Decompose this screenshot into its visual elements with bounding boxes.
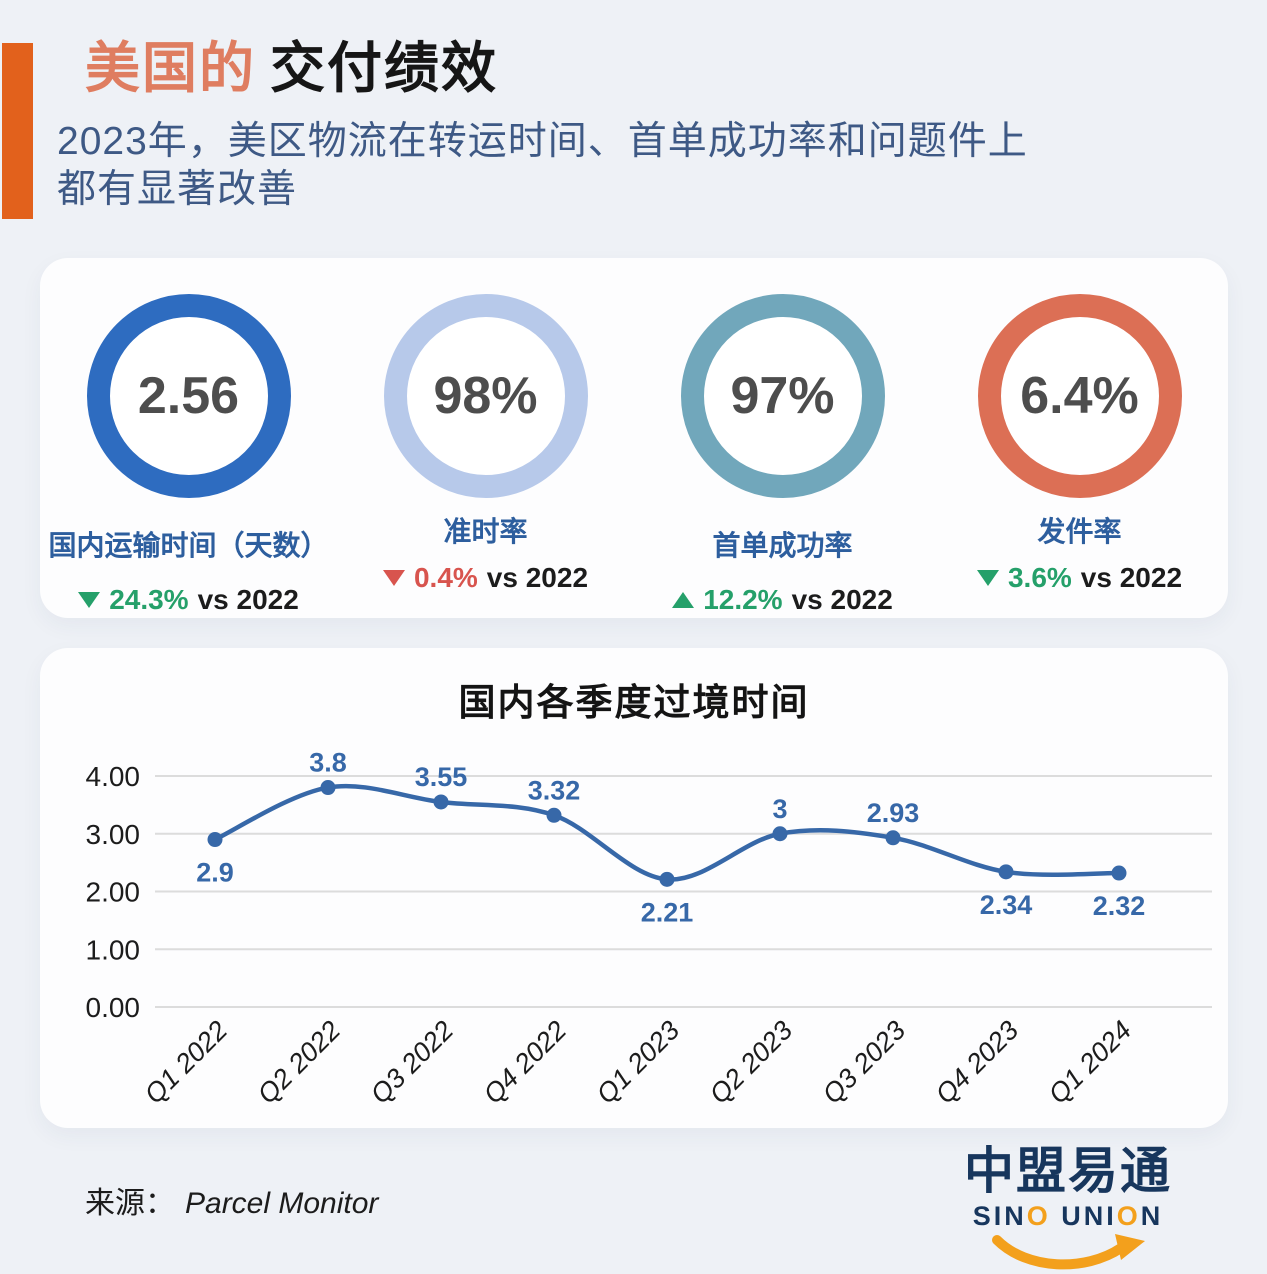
- source-value: Parcel Monitor: [185, 1187, 379, 1220]
- page-title-highlight: 美国的: [85, 37, 257, 99]
- svg-text:1.00: 1.00: [86, 934, 141, 965]
- page-subtitle: 2023年，美区物流在转运时间、首单成功率和问题件上 都有显著改善: [57, 118, 1028, 213]
- stat-on-time-rate: 98% 准时率 0.4% vs 2022: [337, 258, 634, 618]
- svg-text:2.9: 2.9: [196, 858, 234, 888]
- stat-issue-rate: 6.4% 发件率 3.6% vs 2022: [931, 258, 1228, 618]
- logo-arrow-icon: [992, 1234, 1145, 1270]
- svg-text:Q2 2022: Q2 2022: [252, 1015, 346, 1109]
- delta-value: 12.2%: [703, 584, 783, 615]
- delta-vs-label: vs 2022: [1080, 562, 1183, 593]
- svg-text:0.00: 0.00: [86, 992, 141, 1023]
- svg-text:2.32: 2.32: [1093, 891, 1146, 921]
- chart-card: 国内各季度过境时间 4.00 3.00 2.00 1.00 0.00 2.9 3.8 3.55…: [40, 648, 1228, 1128]
- triangle-up-icon: [672, 592, 695, 608]
- svg-text:2.93: 2.93: [867, 798, 920, 828]
- svg-text:Q1 2024: Q1 2024: [1043, 1015, 1137, 1109]
- svg-text:3.32: 3.32: [528, 775, 581, 805]
- chart-title: 国内各季度过境时间: [458, 682, 810, 723]
- stat-delta: 0.4% vs 2022: [382, 562, 589, 594]
- svg-text:3: 3: [772, 794, 787, 824]
- triangle-down-icon: [976, 570, 999, 586]
- svg-text:4.00: 4.00: [86, 761, 141, 792]
- delta-vs-label: vs 2022: [486, 562, 589, 593]
- stat-label: 首单成功率: [712, 530, 853, 561]
- stat-label: 发件率: [1037, 516, 1122, 547]
- transit-time-line-chart: 4.00 3.00 2.00 1.00 0.00 2.9 3.8 3.55 3.32 2.21 3 2…: [86, 748, 1212, 1109]
- svg-text:2.34: 2.34: [980, 890, 1033, 920]
- svg-text:Q1 2022: Q1 2022: [139, 1015, 233, 1109]
- stat-label: 准时率: [443, 516, 528, 547]
- svg-text:2.00: 2.00: [86, 877, 141, 908]
- delta-value: 0.4%: [413, 562, 478, 593]
- stat-value: 6.4%: [1020, 367, 1139, 425]
- stat-delta: 12.2% vs 2022: [672, 584, 893, 616]
- svg-text:Q3 2023: Q3 2023: [817, 1015, 911, 1109]
- triangle-down-icon: [78, 592, 101, 608]
- stat-ring: 6.4%: [977, 294, 1182, 498]
- delta-value: 24.3%: [109, 584, 189, 615]
- delta-value: 3.6%: [1007, 562, 1072, 593]
- stat-delta: 3.6% vs 2022: [976, 562, 1183, 594]
- svg-text:Q4 2023: Q4 2023: [930, 1015, 1024, 1109]
- logo-chinese-text: 中盟易通: [964, 1143, 1172, 1199]
- svg-text:3.00: 3.00: [86, 819, 141, 850]
- stat-value: 97%: [730, 367, 835, 425]
- sino-union-logo: 中盟易通 SINO UNION: [948, 1144, 1188, 1274]
- delta-vs-label: vs 2022: [791, 584, 893, 615]
- kpi-stats-card: 2.56 国内运输时间（天数） 24.3% vs 2022 98% 准时率 0.…: [40, 258, 1228, 618]
- stat-value: 2.56: [137, 367, 240, 425]
- logo-english-text: SINO UNION: [972, 1201, 1164, 1231]
- svg-text:Q4 2022: Q4 2022: [478, 1015, 572, 1109]
- svg-text:Q3 2022: Q3 2022: [365, 1015, 459, 1109]
- svg-text:3.8: 3.8: [309, 748, 347, 778]
- triangle-down-icon: [382, 570, 405, 586]
- svg-text:Q2 2023: Q2 2023: [704, 1015, 798, 1109]
- stat-value: 98%: [433, 367, 538, 425]
- accent-bar: [2, 43, 33, 219]
- stat-delta: 24.3% vs 2022: [78, 584, 299, 616]
- subtitle-line-1: 2023年，美区物流在转运时间、首单成功率和问题件上: [57, 120, 1028, 163]
- subtitle-line-2: 都有显著改善: [57, 167, 298, 211]
- svg-text:3.55: 3.55: [415, 762, 468, 792]
- svg-text:Q1 2023: Q1 2023: [591, 1015, 685, 1109]
- delta-vs-label: vs 2022: [197, 584, 299, 615]
- page-title: 美国的 交付绩效: [85, 38, 498, 99]
- stat-label: 国内运输时间（天数）: [48, 530, 329, 561]
- stat-domestic-transit-time: 2.56 国内运输时间（天数） 24.3% vs 2022: [40, 258, 337, 618]
- stat-first-attempt-success-rate: 97% 首单成功率 12.2% vs 2022: [634, 258, 931, 618]
- stat-ring: 97%: [680, 294, 885, 498]
- source-label: 来源：: [85, 1187, 175, 1220]
- svg-text:2.21: 2.21: [641, 897, 694, 927]
- stat-ring: 98%: [383, 294, 588, 498]
- page-title-rest: 交付绩效: [270, 37, 499, 99]
- source-line: 来源： Parcel Monitor: [85, 1178, 378, 1222]
- stat-ring: 2.56: [86, 294, 291, 498]
